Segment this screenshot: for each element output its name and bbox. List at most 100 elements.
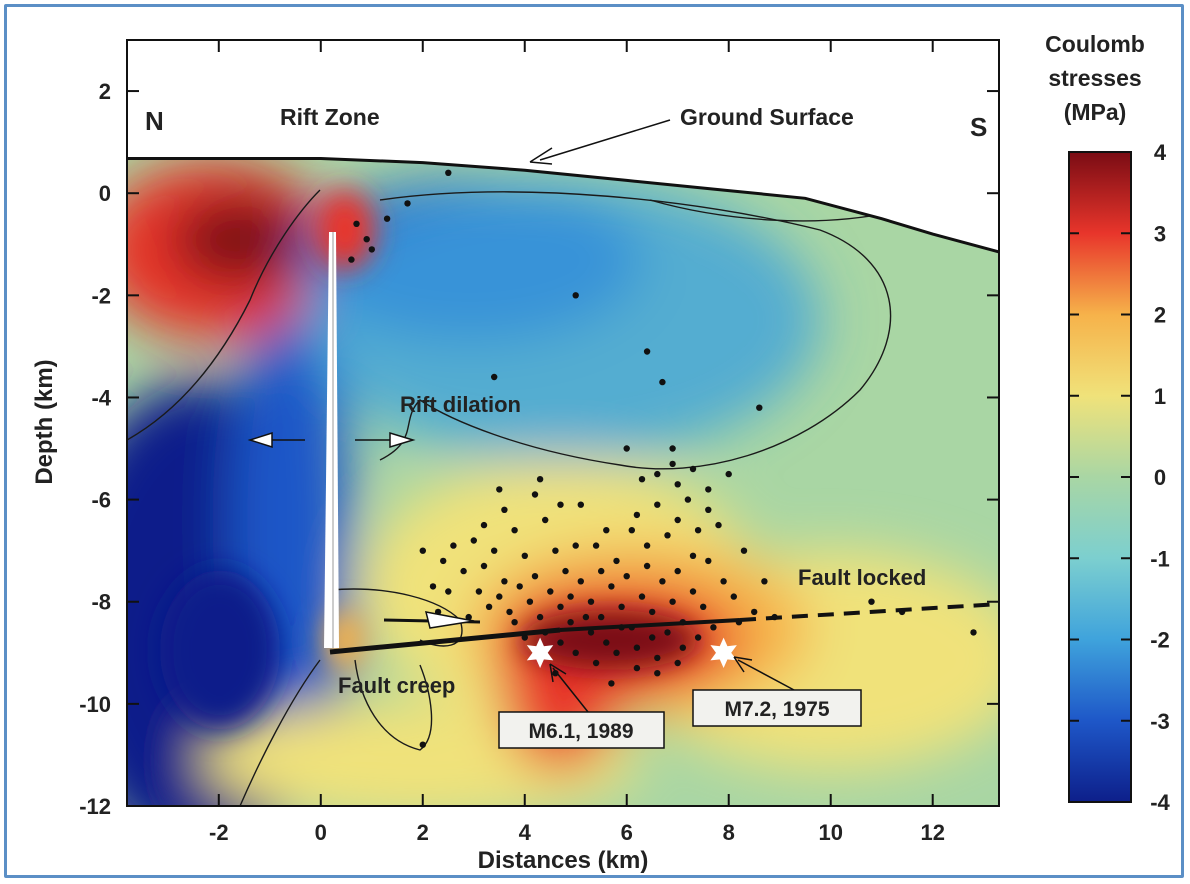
south-label: S — [970, 112, 987, 142]
aftershock-dot — [363, 236, 370, 243]
aftershock-dot — [669, 460, 676, 468]
aftershock-dot — [643, 562, 651, 570]
colorbar-bar — [1068, 151, 1132, 803]
aftershock-dot — [440, 557, 447, 565]
colorbar-tick-label: 1 — [1154, 384, 1166, 409]
aftershock-dot — [751, 608, 758, 616]
aftershock-dot — [720, 578, 727, 585]
aftershock-dot — [547, 588, 554, 595]
aftershock-dot — [643, 348, 651, 355]
x-tick-label: 4 — [519, 820, 532, 845]
aftershock-dot — [756, 404, 763, 411]
aftershock-dot — [633, 644, 641, 651]
creeping-fault — [329, 627, 561, 655]
aftershock-dot — [643, 542, 651, 549]
x-tick-label: 12 — [920, 820, 944, 845]
ground-surface-label: Ground Surface — [680, 104, 854, 130]
rift-zone-label: Rift Zone — [280, 104, 380, 130]
y-tick-label: -12 — [79, 794, 111, 819]
aftershock-dot — [608, 583, 615, 590]
aftershock-dot — [694, 634, 702, 641]
colorbar-tick-label: 2 — [1154, 303, 1166, 328]
aftershock-dot — [761, 578, 768, 585]
y-ticks: 2 0 -2 -4 -6 -8 -10 -12 — [79, 79, 999, 819]
mainshock-stars — [526, 637, 737, 669]
aftershock-dot — [705, 557, 712, 565]
aftershock-dot — [649, 608, 656, 616]
aftershock-dot — [628, 527, 635, 534]
y-tick-label: -4 — [91, 385, 111, 410]
aftershock-dot — [700, 603, 707, 610]
x-ticks: -2 0 2 4 6 8 10 12 — [209, 40, 945, 845]
aftershock-dot — [689, 465, 697, 473]
sky-region — [127, 40, 999, 252]
colorbar-tick-label: 0 — [1154, 465, 1166, 490]
aftershock-dot — [572, 542, 579, 549]
aftershock-dot — [511, 619, 518, 626]
aftershock-dot — [501, 506, 508, 513]
aftershock-dot — [562, 567, 569, 575]
aftershock-dot — [623, 445, 630, 452]
aftershock-dot — [501, 578, 508, 585]
aftershock-dot — [445, 169, 452, 176]
aftershock-dot — [715, 521, 722, 529]
aftershock-dot — [496, 593, 503, 600]
colorbar-tick-label: -3 — [1150, 709, 1170, 734]
aftershock-dot — [684, 496, 692, 503]
aftershock-dot — [506, 608, 513, 616]
colorbar-tick-label: -2 — [1150, 628, 1170, 653]
y-tick-label: -10 — [79, 692, 111, 717]
aftershock-dot — [669, 445, 676, 452]
aftershock-dot — [521, 552, 528, 559]
mainshock-star — [710, 637, 737, 669]
aftershock-dot — [572, 649, 579, 656]
aftershock-dot — [567, 619, 574, 626]
x-tick-label: 10 — [818, 820, 842, 845]
figure-frame — [4, 4, 1184, 878]
aftershock-dot — [730, 593, 737, 600]
quake-1989-callout: M6.1, 1989 — [498, 711, 665, 749]
quake-1975-callout: M7.2, 1975 — [692, 689, 862, 727]
aftershock-dot — [542, 516, 549, 524]
aftershock-dot — [419, 547, 426, 554]
aftershock-dot — [383, 215, 391, 222]
aftershock-dot — [674, 481, 681, 488]
aftershock-dot — [618, 603, 625, 610]
aftershock-dot — [567, 593, 574, 600]
aftershocks — [348, 169, 977, 748]
aftershock-dot — [613, 649, 620, 656]
aftershock-dot — [485, 603, 493, 610]
annotation-leaders — [529, 119, 795, 713]
aftershock-dot — [603, 527, 610, 534]
aftershock-dot — [475, 588, 483, 595]
aftershock-dot — [598, 613, 605, 621]
colorbar: Coulomb stresses (MPa) 4 3 2 1 0 -1 -2 -3 -4 — [1045, 31, 1170, 815]
aftershock-dot — [638, 593, 646, 600]
rift-dike — [324, 232, 339, 648]
colorbar-title-line-1: Coulomb — [1045, 31, 1145, 57]
aftershock-dot — [689, 552, 697, 559]
aftershock-dot — [587, 629, 595, 636]
aftershock-dot — [348, 256, 355, 263]
y-tick-label: -2 — [91, 283, 111, 308]
north-label: N — [145, 106, 164, 136]
aftershock-dot — [664, 532, 671, 539]
aftershock-dot — [633, 664, 641, 672]
colorbar-tick-label: 3 — [1154, 221, 1166, 246]
aftershock-dot — [496, 486, 503, 493]
aftershock-dot — [557, 603, 564, 610]
plot-frame — [126, 39, 1000, 807]
aftershock-dot — [674, 567, 681, 575]
aftershock-dot — [480, 521, 488, 529]
locked-fault — [739, 602, 1000, 622]
aftershock-dot — [603, 639, 610, 646]
aftershock-dot — [491, 547, 498, 554]
aftershock-dot — [450, 542, 457, 549]
aftershock-dot — [557, 639, 564, 646]
aftershock-dot — [638, 476, 646, 483]
y-tick-label: -6 — [91, 488, 111, 513]
x-tick-label: 2 — [417, 820, 429, 845]
aftershock-dot — [710, 624, 717, 631]
aftershock-dot — [465, 613, 472, 621]
